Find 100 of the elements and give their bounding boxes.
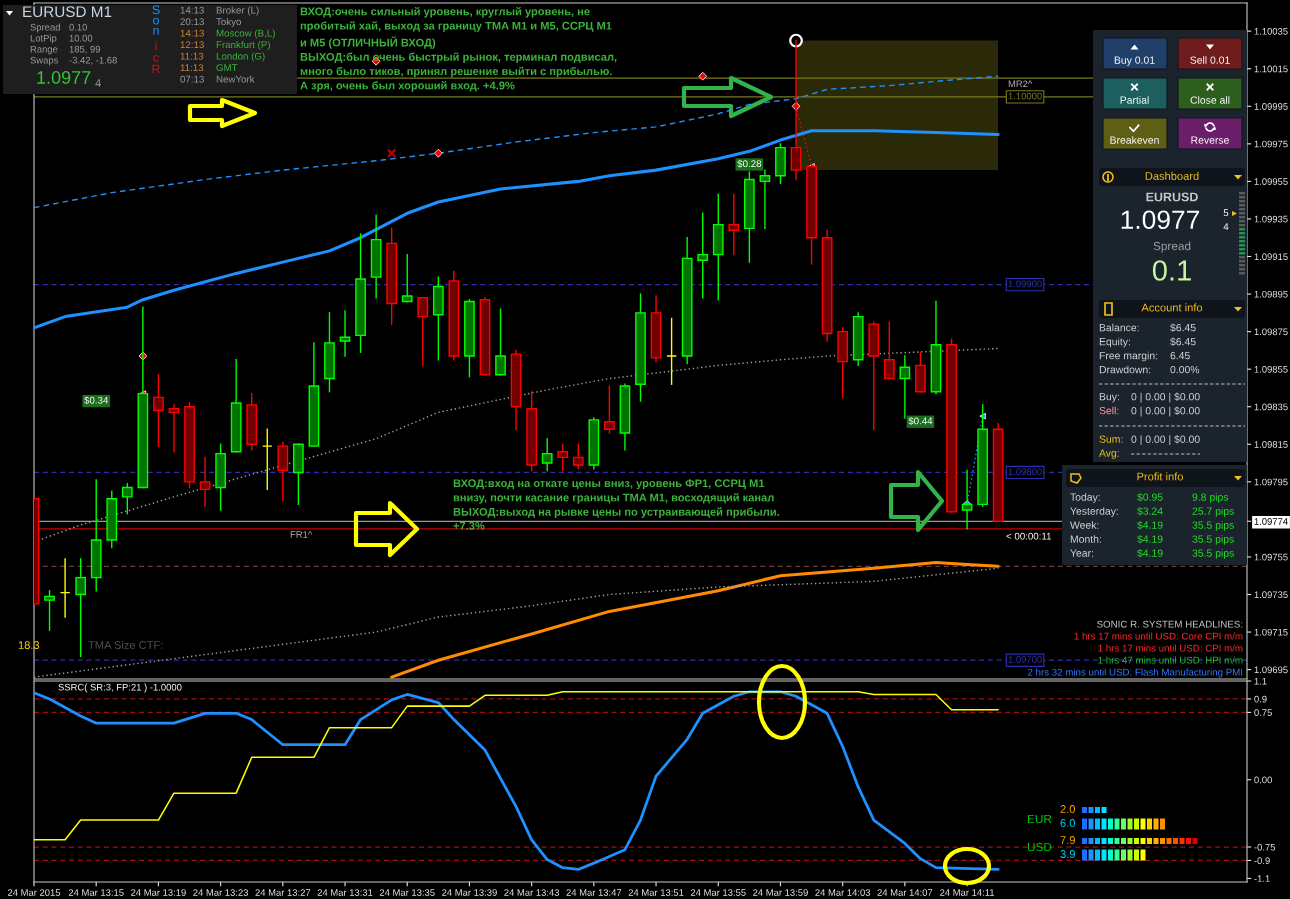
y-tick-label: 1.09895 <box>1254 290 1288 298</box>
y-tick-label: 1.09735 <box>1254 591 1288 599</box>
x-tick-label: 24 Mar 13:23 <box>193 889 249 896</box>
annotation: < 00:00:11 <box>1006 532 1052 540</box>
annotation: Month: <box>1070 535 1101 543</box>
annotation: 1 hrs 17 mins until USD: Core CPI m/m <box>1074 632 1243 640</box>
annotation: 1 hrs 47 mins until USD: HPI m/m <box>1098 656 1243 664</box>
annotation: Free margin: <box>1099 351 1158 362</box>
annotation: Reverse <box>1191 136 1229 144</box>
annotation: 0 | 0.00 | $0.00 <box>1131 392 1200 403</box>
annotation: Buy: <box>1099 393 1119 403</box>
annotation: Sum: <box>1099 435 1123 443</box>
annotation: ВХОД:вход на откате цены вниз, уровень ФР1, ССРЦ M1 внизу, почти касание границы TMA M1, восходящий канал ВЫХОД:выход на рывке цены по устраивающей прибыли. +7.3% <box>453 479 779 530</box>
y-tick-label: 1.09975 <box>1254 140 1288 148</box>
annotation: Partial <box>1120 96 1149 104</box>
y-tick-label: 1.09774 <box>1254 518 1288 525</box>
annotation: Profit info <box>1137 472 1183 481</box>
x-tick-label: 24 Mar 13:35 <box>379 889 435 896</box>
annotation: 1.0977 <box>37 71 91 84</box>
y-tick-label: 1.09695 <box>1254 666 1288 674</box>
x-tick-label: 24 Mar 13:27 <box>255 889 311 896</box>
annotation: 4 <box>95 79 101 87</box>
annotation: Spread 0.10 <box>30 23 88 33</box>
y-tick-label: 1.09755 <box>1254 553 1288 561</box>
text: 20:13 Tokyo <box>180 17 241 28</box>
annotation: S o n <box>152 5 160 35</box>
text: 11:13 London (G) <box>180 52 265 62</box>
annotation: Close all <box>1190 96 1230 104</box>
annotation: 25.7 pips <box>1192 507 1234 517</box>
annotation: Breakeven <box>1110 136 1159 144</box>
annotation: Dashboard <box>1145 171 1199 180</box>
chart-title: EURUSD M1 <box>23 6 112 18</box>
annotation: 5 <box>1223 209 1229 217</box>
annotation: 1.0977 <box>1121 210 1200 230</box>
annotation: SONIC R. SYSTEM HEADLINES: <box>1097 620 1243 628</box>
annotation: Year: <box>1070 549 1093 557</box>
x-tick-label: 24 Mar 13:55 <box>690 889 746 896</box>
annotation: 6.0 <box>1060 819 1076 827</box>
annotation: $0.28 <box>737 159 762 168</box>
annotation: 35.5 pips <box>1192 535 1234 545</box>
y-tick-label: 1.09995 <box>1254 103 1288 110</box>
annotation: 35.5 pips <box>1192 549 1234 559</box>
y-tick-label: 0.00 <box>1254 776 1272 784</box>
annotation: 7.9 <box>1060 836 1075 844</box>
y-tick-label: 1.10035 <box>1254 27 1288 35</box>
annotation: $3.24 <box>1137 506 1163 516</box>
annotation: 0 | 0.00 | $0.00 <box>1131 435 1200 445</box>
y-tick-label: 1.09955 <box>1254 178 1288 185</box>
annotation: Avg: <box>1099 449 1119 459</box>
annotation: 6.45 <box>1170 351 1190 360</box>
y-tick-label: 1.09915 <box>1254 253 1288 261</box>
annotation: 0.1 <box>1152 260 1191 281</box>
text: 12:13 Frankfurt (P) <box>180 40 270 51</box>
y-tick-label: 1.09935 <box>1254 215 1288 223</box>
annotation: 1 hrs 17 mins until USD: CPI m/m <box>1098 644 1243 652</box>
x-tick-label: 24 Mar 14:03 <box>815 889 871 896</box>
annotation: 3.9 <box>1060 850 1075 858</box>
annotation: $0.95 <box>1137 492 1163 502</box>
annotation: Week: <box>1070 521 1099 529</box>
y-tick-label: 0.9 <box>1254 695 1267 703</box>
annotation: 18.3 <box>18 641 40 649</box>
annotation: EUR <box>1027 814 1052 824</box>
x-tick-label: 24 Mar 13:59 <box>753 889 808 896</box>
y-tick-label: 1.1 <box>1254 677 1267 685</box>
annotation: EURUSD <box>1146 192 1198 202</box>
annotation: $6.45 <box>1170 337 1196 346</box>
annotation: Sell: <box>1099 406 1119 415</box>
text: 11:13 GMT <box>180 64 238 72</box>
annotation: $4.19 <box>1137 520 1163 530</box>
annotation: ВХОД:очень сильный уровень, круглый уровень, не пробитый хай, выход за границу TMA M1 и M5, ССРЦ M1 и M5 (ОТЛИЧНЫЙ ВХОД) ВЫХОД:был очень быстрый рынок, терминал подвисал, много было тиков, принял решение выйти с прибылью. А зря, очень был хороший вход. +4.9% <box>300 7 617 92</box>
annotation: USD <box>1027 842 1052 852</box>
text: LotPip 10.00 <box>30 34 93 44</box>
ref-line-label: FR1^ <box>290 531 313 538</box>
x-tick-label: 24 Mar 13:39 <box>442 889 497 896</box>
text: Swaps -3.42, -1.68 <box>30 56 117 66</box>
annotation: 0.00% <box>1170 365 1200 374</box>
text: Range 185, 99 <box>30 45 101 55</box>
annotation: $4.19 <box>1137 548 1163 558</box>
annotation: TMA Size CTF: <box>88 640 163 649</box>
annotation: $0.34 <box>84 396 109 405</box>
annotation: 2 hrs 32 mins until USD: Flash Manufacturing PMI <box>1027 668 1243 678</box>
y-tick-label: 1.09795 <box>1254 478 1288 486</box>
y-tick-label: -1.1 <box>1254 875 1270 882</box>
annotation: Yesterday: <box>1070 507 1118 517</box>
x-tick-label: 24 Mar 13:15 <box>68 889 124 896</box>
ref-line-label: 1.09700 <box>1008 656 1042 663</box>
y-tick-label: 1.09815 <box>1254 441 1288 448</box>
annotation: Spread <box>1153 241 1191 253</box>
ref-line-label: 1.09900 <box>1008 280 1042 288</box>
annotation: Equity: <box>1099 337 1130 348</box>
annotation: $6.45 <box>1170 323 1196 332</box>
annotation: 2.0 <box>1060 805 1076 813</box>
x-tick-label: 24 Mar 13:19 <box>131 889 186 896</box>
annotation: Balance: <box>1099 323 1139 332</box>
annotation: i c R <box>152 41 160 74</box>
text: 14:13 Moscow (B,L) <box>180 29 275 39</box>
annotation: Buy 0.01 <box>1114 56 1155 66</box>
y-tick-label: 1.10015 <box>1254 65 1288 73</box>
x-tick-label: 24 Mar 14:11 <box>940 889 995 896</box>
y-tick-label: -0.9 <box>1254 857 1270 864</box>
